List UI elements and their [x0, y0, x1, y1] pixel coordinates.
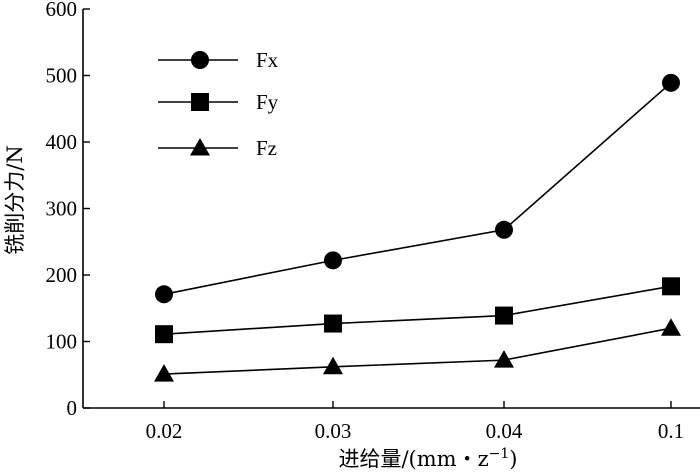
legend-label-fz: Fz	[256, 136, 277, 160]
legend-marker-fy	[191, 93, 209, 111]
data-point-fx	[324, 251, 342, 270]
x-axis-title-main: 进给量/(mm・z	[338, 447, 488, 471]
data-point-fx	[495, 220, 513, 239]
x-tick-label: 0.1	[658, 419, 684, 443]
data-point-fz	[154, 364, 174, 382]
series-group	[154, 73, 681, 382]
x-tick-label: 0.04	[486, 419, 523, 443]
data-point-fz	[323, 356, 343, 375]
series-line-fy	[163, 285, 672, 335]
data-point-fy	[662, 277, 680, 296]
y-tick-label: 0	[67, 396, 78, 420]
legend-label-fx: Fx	[256, 48, 279, 72]
legend-marker-fz	[190, 138, 210, 156]
y-tick-label: 600	[46, 0, 78, 21]
data-point-fx	[155, 285, 173, 304]
y-tick-label: 100	[46, 330, 78, 354]
y-axis-title: 铣削分力/N	[3, 145, 27, 254]
legend: Fx Fy Fz	[158, 48, 279, 160]
data-point-fz	[661, 318, 681, 336]
data-point-fy	[155, 325, 173, 344]
legend-marker-fx	[191, 51, 209, 69]
axes: 0 100 200 300 400 500 600 0.02 0.03 0.04 0.1	[46, 0, 700, 443]
y-tick-label: 200	[46, 263, 78, 287]
y-tick-label: 400	[46, 130, 78, 154]
x-tick-label: 0.03	[315, 419, 352, 443]
data-point-fy	[495, 306, 513, 325]
data-point-fz	[494, 350, 514, 368]
y-tick-label: 300	[46, 197, 78, 221]
x-axis-title: 进给量/(mm・z−1)	[338, 446, 517, 471]
x-axis-title-sup: −1	[489, 446, 510, 462]
legend-label-fy: Fy	[256, 90, 279, 114]
x-tick-label: 0.02	[146, 419, 183, 443]
data-point-fx	[662, 73, 680, 92]
data-point-fy	[324, 314, 342, 333]
series-line-fz	[163, 327, 672, 375]
y-tick-label: 500	[46, 64, 78, 88]
series-line-fx	[163, 82, 672, 296]
x-axis-title-end: )	[509, 447, 517, 471]
